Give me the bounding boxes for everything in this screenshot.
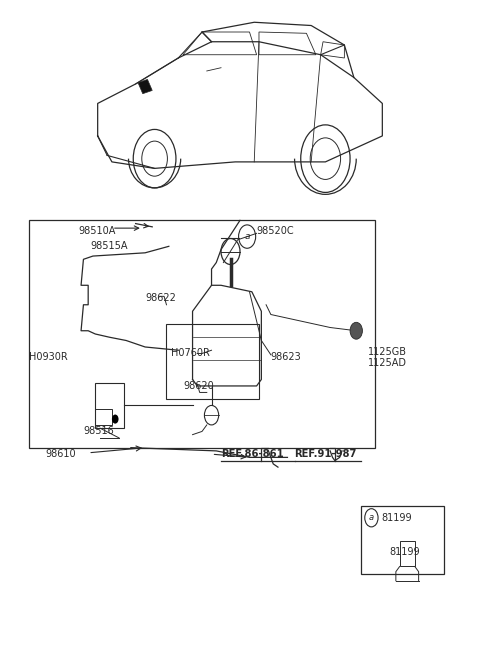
Text: 1125AD: 1125AD <box>368 358 407 368</box>
Bar <box>361 506 444 574</box>
Polygon shape <box>138 79 152 94</box>
Text: H0760R: H0760R <box>171 348 210 358</box>
Text: a: a <box>244 232 250 241</box>
Bar <box>96 383 124 428</box>
Text: 98622: 98622 <box>145 293 176 303</box>
Text: REF.86-861: REF.86-861 <box>221 449 284 458</box>
Text: 98516: 98516 <box>84 426 114 436</box>
Text: a: a <box>369 514 374 522</box>
Circle shape <box>112 415 119 424</box>
Text: 98610: 98610 <box>46 449 76 459</box>
Text: REF.91-987: REF.91-987 <box>295 449 357 458</box>
Text: 81199: 81199 <box>381 513 411 523</box>
Text: 98623: 98623 <box>271 352 301 362</box>
Text: 98510A: 98510A <box>79 227 116 236</box>
Text: 81199: 81199 <box>389 546 420 557</box>
Circle shape <box>350 322 362 339</box>
Bar <box>96 409 112 425</box>
Bar <box>400 540 415 567</box>
Bar <box>167 324 259 399</box>
Text: 98620: 98620 <box>183 381 214 391</box>
Text: H0930R: H0930R <box>29 352 68 362</box>
Bar <box>29 220 375 447</box>
Text: 1125GB: 1125GB <box>368 346 407 356</box>
Text: 98520C: 98520C <box>257 227 294 236</box>
Text: 98515A: 98515A <box>91 241 128 252</box>
